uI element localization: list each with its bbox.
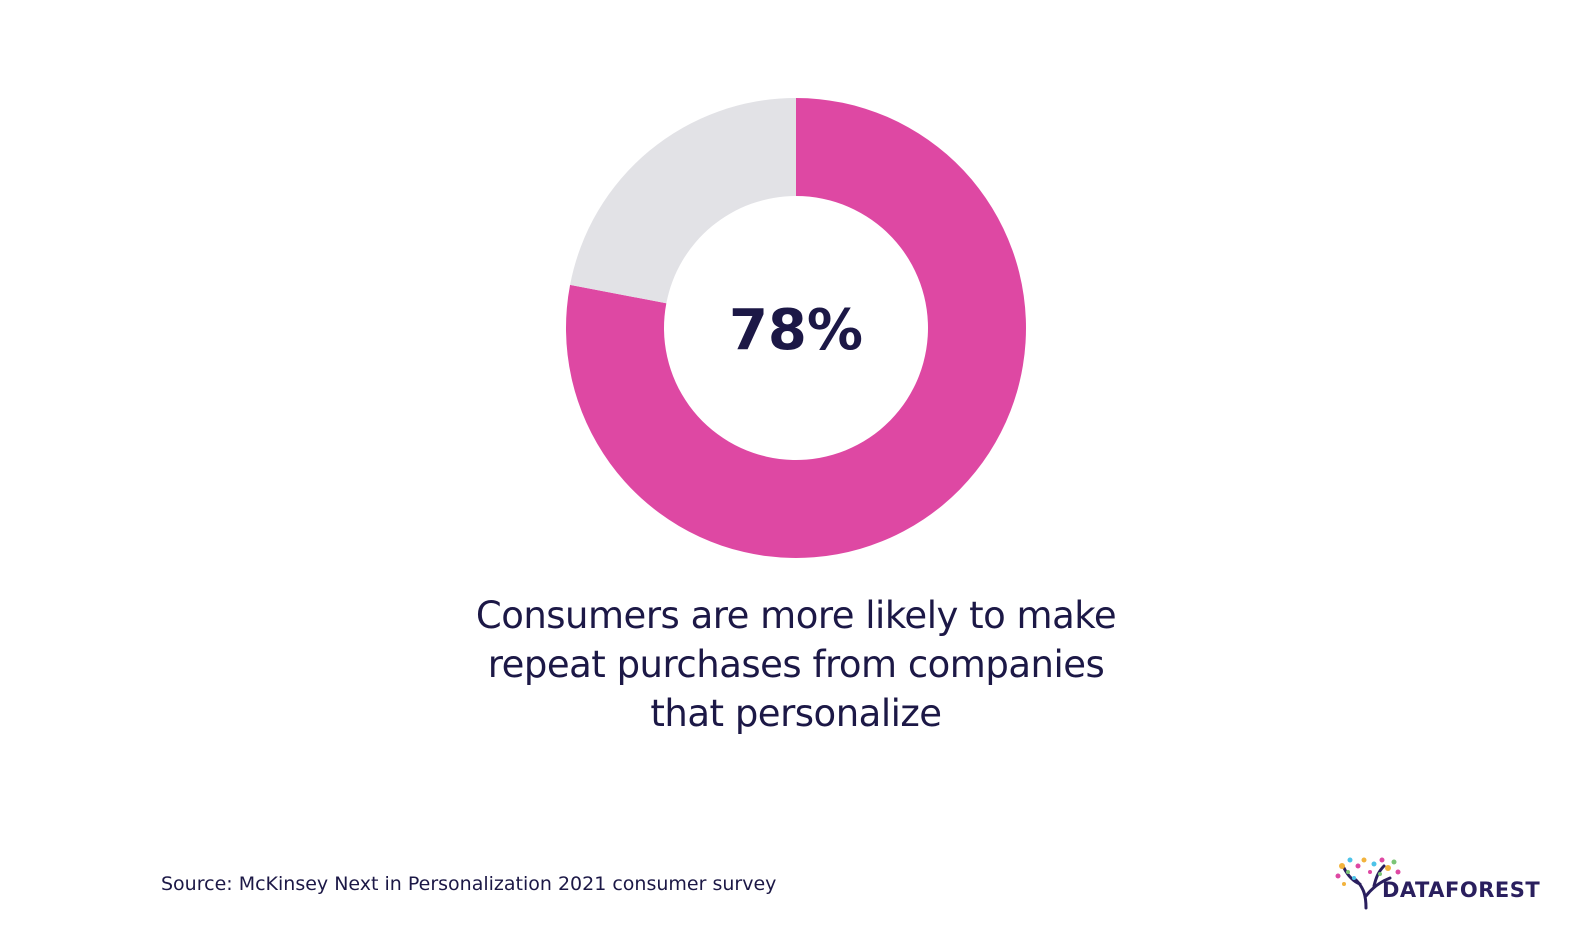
caption-line-1: Consumers are more likely to make: [475, 594, 1117, 637]
caption-line-3: that personalize: [650, 692, 942, 735]
donut-slice-1: [566, 98, 1026, 558]
dataforest-logo: DATAFOREST: [1330, 852, 1540, 914]
center-value-label: 78%: [729, 298, 863, 363]
logo-text: DATAFOREST: [1382, 878, 1541, 902]
donut-slice-2: [570, 97, 796, 304]
caption-line-2: repeat purchases from companies: [487, 643, 1105, 686]
tree-icon: [1335, 857, 1401, 910]
source-note: Source: McKinsey Next in Personalization…: [161, 873, 777, 895]
chart-caption: Consumers are more likely to make repeat…: [396, 591, 1196, 738]
donut-slices: [566, 97, 1026, 558]
